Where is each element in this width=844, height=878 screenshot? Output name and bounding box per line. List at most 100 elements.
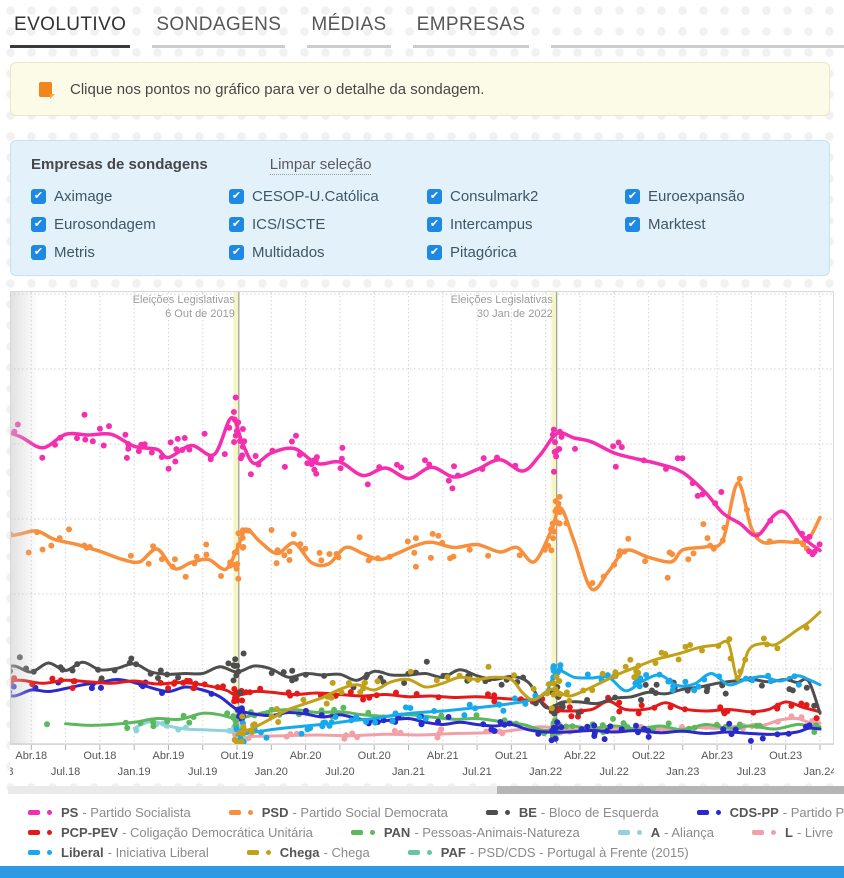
poll-point[interactable] — [172, 458, 179, 465]
poll-point[interactable] — [239, 426, 246, 432]
poll-point[interactable] — [332, 714, 339, 720]
poll-point[interactable] — [193, 553, 200, 560]
poll-point[interactable] — [550, 426, 557, 433]
poll-point[interactable] — [447, 555, 454, 562]
poll-point[interactable] — [155, 675, 161, 681]
poll-point[interactable] — [607, 723, 614, 730]
legend-item-ps[interactable]: PS - Partido Socialista — [28, 805, 191, 820]
tab-sondagens[interactable]: SONDAGENS — [152, 6, 286, 48]
poll-point[interactable] — [687, 642, 694, 648]
poll-point[interactable] — [248, 729, 255, 736]
poll-point[interactable] — [669, 687, 676, 694]
company-checkbox-pitag-rica[interactable]: ✔ Pitagórica — [427, 244, 625, 261]
poll-point[interactable] — [429, 530, 436, 537]
company-checkbox-multidados[interactable]: ✔ Multidados — [229, 244, 427, 261]
poll-point[interactable] — [584, 723, 591, 730]
poll-point[interactable] — [589, 580, 596, 586]
poll-point[interactable] — [165, 465, 172, 472]
checkbox-checked-icon[interactable]: ✔ — [229, 245, 244, 260]
poll-point[interactable] — [548, 547, 555, 554]
poll-point[interactable] — [451, 463, 457, 470]
poll-point[interactable] — [360, 696, 367, 703]
legend-item-livre[interactable]: L- Livre — [752, 825, 833, 840]
poll-point[interactable] — [203, 541, 210, 548]
company-checkbox-marktest[interactable]: ✔ Marktest — [625, 216, 829, 233]
clear-selection-link[interactable]: Limpar seleção — [269, 156, 372, 175]
poll-point[interactable] — [313, 470, 320, 477]
poll-point[interactable] — [281, 463, 288, 470]
poll-point[interactable] — [81, 411, 88, 418]
poll-point[interactable] — [69, 685, 76, 691]
poll-point[interactable] — [427, 554, 434, 561]
poll-point[interactable] — [480, 455, 487, 462]
poll-point[interactable] — [638, 702, 645, 709]
poll-point[interactable] — [548, 705, 555, 712]
poll-point[interactable] — [286, 557, 293, 563]
poll-point[interactable] — [150, 723, 157, 730]
poll-point[interactable] — [323, 700, 330, 707]
poll-point[interactable] — [201, 430, 208, 437]
poll-point[interactable] — [811, 729, 818, 735]
poll-point[interactable] — [235, 530, 242, 537]
poll-point[interactable] — [302, 545, 309, 552]
legend-item-alianca[interactable]: A- Aliança — [617, 825, 714, 840]
poll-point[interactable] — [530, 685, 537, 692]
poll-point[interactable] — [247, 471, 254, 478]
poll-point[interactable] — [286, 548, 293, 555]
poll-point[interactable] — [445, 477, 452, 484]
poll-point[interactable] — [316, 549, 323, 556]
poll-point[interactable] — [338, 455, 345, 462]
poll-point[interactable] — [722, 690, 729, 697]
poll-point[interactable] — [566, 704, 573, 711]
poll-point[interactable] — [231, 663, 238, 669]
poll-point[interactable] — [389, 718, 396, 724]
poll-point[interactable] — [550, 680, 557, 687]
poll-point[interactable] — [565, 681, 572, 688]
poll-point[interactable] — [599, 670, 606, 677]
poll-point[interactable] — [679, 455, 686, 462]
poll-point[interactable] — [145, 560, 152, 567]
poll-point[interactable] — [485, 663, 492, 670]
poll-point[interactable] — [98, 684, 104, 691]
poll-point[interactable] — [568, 713, 575, 720]
poll-point[interactable] — [225, 660, 232, 667]
poll-point[interactable] — [635, 669, 642, 676]
poll-point[interactable] — [445, 714, 452, 720]
checkbox-checked-icon[interactable]: ✔ — [31, 189, 46, 204]
poll-point[interactable] — [423, 658, 430, 665]
poll-point[interactable] — [275, 719, 282, 725]
poll-point[interactable] — [407, 705, 414, 711]
poll-point[interactable] — [233, 726, 240, 732]
poll-point[interactable] — [813, 715, 820, 722]
poll-point[interactable] — [402, 704, 409, 711]
poll-point[interactable] — [231, 439, 238, 445]
poll-point[interactable] — [218, 573, 224, 579]
poll-point[interactable] — [422, 715, 429, 722]
poll-point[interactable] — [289, 677, 296, 684]
poll-point[interactable] — [398, 464, 405, 471]
poll-point[interactable] — [532, 700, 539, 707]
poll-point[interactable] — [326, 551, 333, 557]
poll-point[interactable] — [631, 674, 638, 681]
poll-point[interactable] — [123, 454, 130, 461]
legend-item-paf[interactable]: PAF - PSD/CDS - Portugal à Frente (2015) — [407, 845, 689, 860]
poll-point[interactable] — [356, 534, 363, 541]
poll-point[interactable] — [806, 533, 813, 540]
poll-point[interactable] — [182, 573, 189, 580]
poll-point[interactable] — [422, 457, 428, 464]
poll-point[interactable] — [300, 696, 307, 703]
poll-point[interactable] — [407, 668, 414, 675]
poll-point[interactable] — [100, 442, 107, 449]
checkbox-checked-icon[interactable]: ✔ — [625, 189, 640, 204]
poll-point[interactable] — [106, 423, 112, 430]
poll-point[interactable] — [416, 714, 423, 721]
poll-point[interactable] — [618, 444, 625, 451]
poll-point[interactable] — [435, 532, 442, 539]
poll-point[interactable] — [461, 712, 468, 719]
poll-point[interactable] — [653, 681, 660, 688]
poll-point[interactable] — [774, 645, 781, 652]
poll-point[interactable] — [412, 563, 419, 570]
poll-point[interactable] — [401, 680, 408, 686]
poll-point[interactable] — [704, 535, 711, 542]
poll-point[interactable] — [627, 656, 634, 663]
